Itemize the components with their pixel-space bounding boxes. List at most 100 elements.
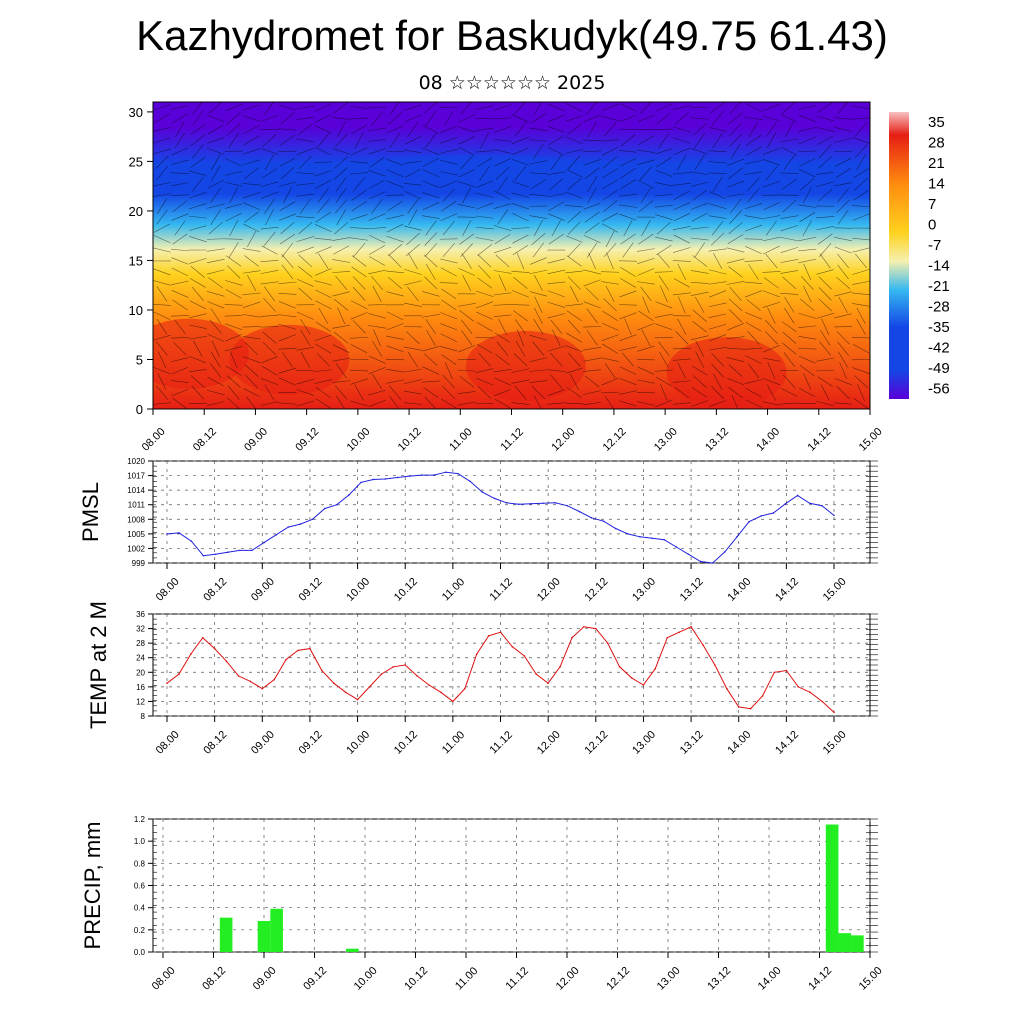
wind-barb xyxy=(386,369,404,373)
wind-barb xyxy=(569,373,579,390)
wind-barb xyxy=(242,326,261,328)
wind-barb xyxy=(334,298,349,311)
heatmap-y-tick-label: 30 xyxy=(129,105,143,120)
wind-barb xyxy=(315,343,332,354)
heatmap-x-tick-label: 08.12 xyxy=(191,426,219,454)
wind-barb xyxy=(708,302,727,308)
wind-barb xyxy=(729,102,742,115)
wind-barb xyxy=(422,346,440,352)
wind-barb xyxy=(692,123,707,136)
wind-barb xyxy=(352,320,366,334)
x-tick-label: 09.00 xyxy=(249,576,277,604)
heatmap-cold-core xyxy=(153,164,371,189)
wind-barb xyxy=(567,178,582,191)
wind-barb xyxy=(566,310,582,322)
wind-barb xyxy=(619,103,637,112)
wind-barb xyxy=(798,336,817,340)
wind-barb xyxy=(494,398,511,409)
x-tick-label: 11.12 xyxy=(488,576,515,603)
wind-barb xyxy=(296,147,314,155)
wind-barb xyxy=(601,334,619,342)
wind-barb xyxy=(315,103,332,112)
x-tick-label: 08.12 xyxy=(201,576,229,604)
wind-barb xyxy=(547,171,566,175)
wind-barb xyxy=(296,370,315,372)
y-tick-label: 20 xyxy=(136,668,145,677)
wind-barb xyxy=(263,231,276,247)
wind-barb xyxy=(171,105,189,110)
wind-barb xyxy=(529,291,548,297)
wind-barb xyxy=(619,158,637,167)
data-point xyxy=(687,553,690,556)
x-tick-label: 10.12 xyxy=(392,576,420,604)
wind-barb xyxy=(620,179,636,190)
wind-barb xyxy=(565,169,583,178)
wind-barb xyxy=(457,126,476,133)
wind-barb xyxy=(440,333,457,342)
wind-barb xyxy=(781,388,798,397)
wind-barb xyxy=(565,345,583,353)
wind-barb xyxy=(350,105,369,110)
wind-barb xyxy=(296,182,315,186)
wind-barb xyxy=(280,222,295,235)
wind-barb xyxy=(170,315,189,317)
wind-barb xyxy=(404,269,422,275)
wind-barb xyxy=(567,243,581,257)
wind-barb xyxy=(171,290,189,298)
wind-barb xyxy=(207,124,224,135)
wind-barb xyxy=(171,357,189,363)
wind-barb xyxy=(798,105,817,110)
wind-barb xyxy=(351,201,367,212)
wind-barb xyxy=(386,379,404,384)
data-point xyxy=(547,682,549,685)
wind-barb xyxy=(549,178,564,191)
wind-barb xyxy=(515,340,526,357)
wind-barb xyxy=(243,223,260,233)
wind-barb xyxy=(425,319,437,335)
wind-barb xyxy=(479,165,491,181)
wind-barb xyxy=(315,387,331,399)
wind-barb xyxy=(566,332,583,343)
x-tick-label: 14.12 xyxy=(806,965,834,993)
wind-barb xyxy=(314,246,332,254)
wind-barb xyxy=(170,337,189,339)
wind-barb xyxy=(672,171,691,175)
wind-barb xyxy=(620,134,636,147)
wind-barb xyxy=(406,331,420,345)
wind-barb xyxy=(389,132,401,148)
precip-bar xyxy=(270,908,283,952)
wind-barb xyxy=(583,150,602,153)
wind-barb xyxy=(835,168,851,179)
x-tick-label: 09.00 xyxy=(251,965,279,993)
wind-barb xyxy=(619,312,637,320)
wind-barb xyxy=(565,136,583,145)
wind-barb xyxy=(206,248,225,252)
heatmap-x-tick-label: 15.00 xyxy=(857,426,885,454)
wind-barb xyxy=(692,375,707,388)
wind-barb xyxy=(584,375,600,388)
wind-barb xyxy=(798,114,816,123)
wind-barb xyxy=(189,235,207,243)
wind-barb xyxy=(584,167,600,180)
wind-barb xyxy=(514,385,527,400)
data-point xyxy=(760,515,763,517)
wind-barb xyxy=(279,377,296,386)
wind-barb xyxy=(350,147,368,156)
wind-barb xyxy=(440,125,458,133)
heatmap-x-tick-label: 12.12 xyxy=(601,426,629,454)
wind-barb xyxy=(170,380,189,384)
data-point xyxy=(481,491,484,493)
wind-barb xyxy=(726,336,745,340)
wind-barb xyxy=(637,268,655,276)
wind-barb xyxy=(440,180,458,188)
data-point xyxy=(238,549,241,552)
x-tick-label: 14.12 xyxy=(773,729,801,757)
wind-barb xyxy=(762,271,781,273)
wind-barb xyxy=(762,357,781,362)
x-tick-label: 12.00 xyxy=(535,729,563,757)
y-tick-label: 36 xyxy=(136,610,145,619)
wind-barb xyxy=(408,209,418,226)
wind-barb xyxy=(334,221,349,235)
wind-barb xyxy=(494,158,511,167)
wind-barb xyxy=(493,369,512,373)
